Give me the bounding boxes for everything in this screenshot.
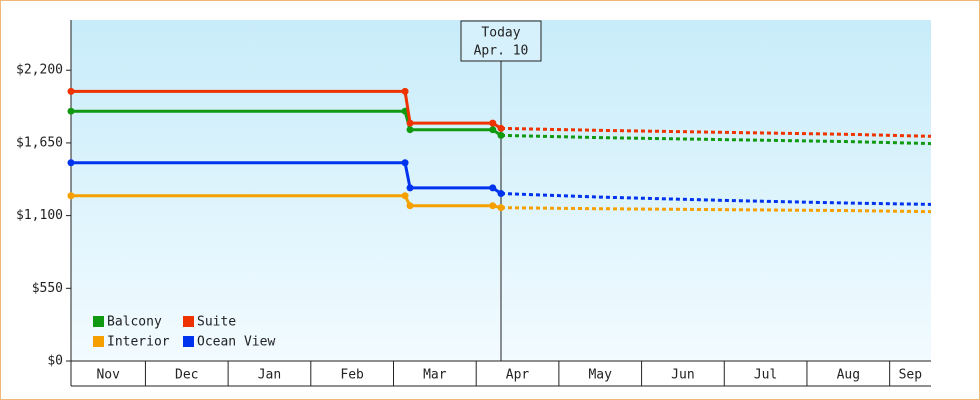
x-tick-label: Dec [175, 368, 198, 383]
today-date: Apr. 10 [474, 44, 529, 59]
point [67, 87, 75, 95]
y-tick-label: $1,100 [16, 208, 63, 223]
point [406, 184, 414, 192]
forecast-line [500, 192, 932, 206]
point [401, 192, 409, 200]
y-tick-label: $2,200 [16, 63, 63, 78]
legend-swatch [183, 336, 194, 347]
today-box [460, 20, 542, 62]
x-tick-label: Nov [96, 368, 120, 383]
point [489, 119, 497, 127]
forecast-line [500, 206, 932, 214]
point [406, 202, 414, 210]
point [406, 126, 414, 134]
point [401, 87, 409, 95]
x-tick-label: Feb [340, 368, 364, 383]
legend-label: Interior [107, 335, 170, 350]
point [67, 107, 75, 115]
y-tick-label: $0 [47, 354, 63, 369]
point [406, 119, 414, 127]
forecast-line [500, 126, 932, 138]
point [489, 126, 497, 134]
point [67, 159, 75, 167]
x-tick-label: Jun [671, 368, 694, 383]
x-tick-label: Sep [899, 368, 923, 383]
legend-swatch [183, 316, 194, 327]
point [489, 202, 497, 210]
legend-label: Suite [197, 315, 236, 330]
x-tick-label: Mar [423, 368, 447, 383]
legend-label: Ocean View [197, 335, 275, 350]
y-tick-label: $550 [32, 281, 63, 296]
x-tick-label: Apr [506, 368, 530, 383]
legend-swatch [93, 336, 104, 347]
forecast-line [500, 133, 932, 146]
point [489, 184, 497, 192]
y-tick-label: $1,650 [16, 135, 63, 150]
today-title: Today [481, 26, 520, 41]
x-tick-label: Jul [754, 368, 777, 383]
x-tick-label: May [588, 368, 612, 383]
x-tick-label: Jan [258, 368, 281, 383]
x-tick-label: Aug [837, 368, 860, 383]
legend-swatch [93, 316, 104, 327]
point [401, 159, 409, 167]
legend-label: Balcony [107, 315, 162, 330]
point [67, 192, 75, 200]
